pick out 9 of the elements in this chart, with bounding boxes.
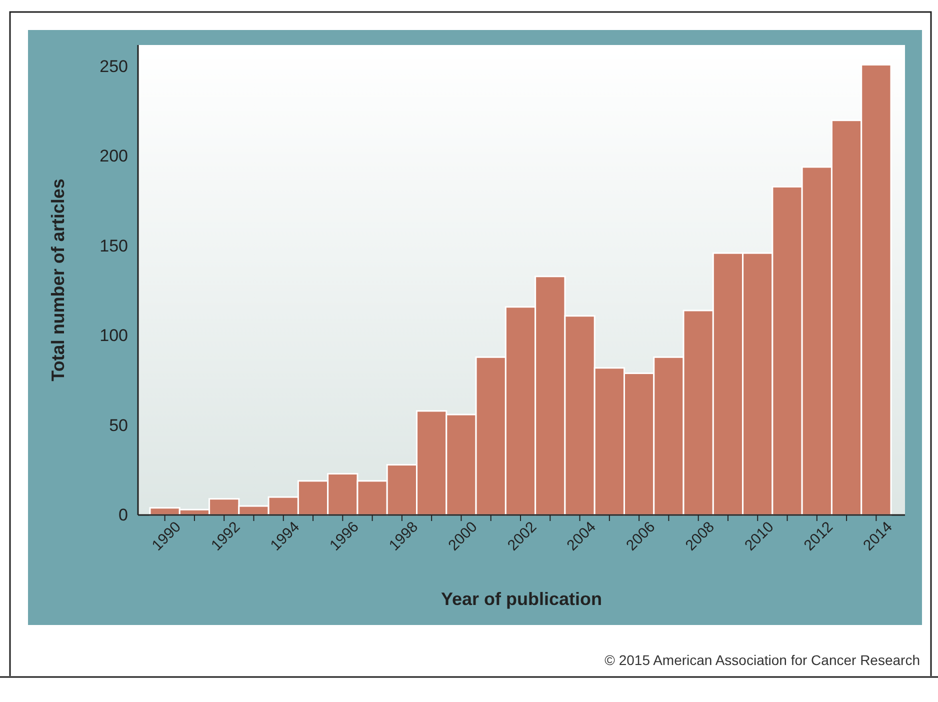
x-axis-title: Year of publication <box>440 589 602 609</box>
y-tick-label: 100 <box>100 326 128 346</box>
y-tick-label: 0 <box>118 505 128 524</box>
y-tick-label: 200 <box>100 146 128 166</box>
y-tick-label: 250 <box>100 56 128 76</box>
y-axis-title: Total number of articles <box>48 178 68 382</box>
y-tick-label: 50 <box>109 416 128 435</box>
text: © 2015 American Association for Cancer Research <box>604 652 920 668</box>
y-tick-label: 150 <box>100 236 128 256</box>
